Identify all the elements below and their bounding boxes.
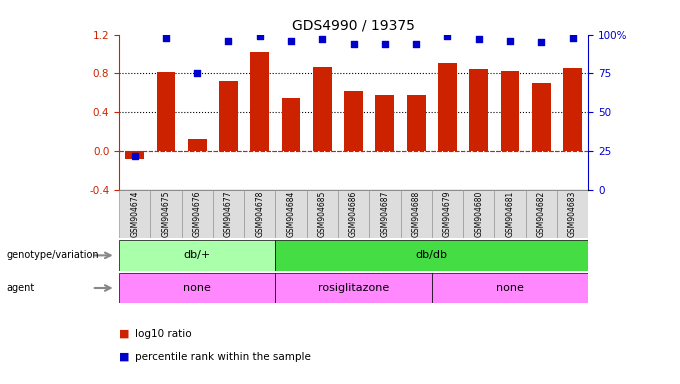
- Point: [379, 41, 390, 47]
- Bar: [407, 95, 426, 151]
- Text: ■: ■: [119, 352, 129, 362]
- Bar: [500, 71, 520, 151]
- Bar: [150, 190, 182, 238]
- Point: [505, 38, 515, 44]
- Point: [317, 36, 328, 42]
- Bar: [494, 190, 526, 238]
- Bar: [275, 273, 432, 303]
- Bar: [313, 67, 332, 151]
- Point: [160, 35, 171, 41]
- Point: [411, 41, 422, 47]
- Text: GSM904682: GSM904682: [537, 191, 546, 237]
- Text: GSM904674: GSM904674: [130, 191, 139, 237]
- Text: GSM904684: GSM904684: [286, 191, 296, 237]
- Bar: [275, 190, 307, 238]
- Bar: [463, 190, 494, 238]
- Point: [286, 38, 296, 44]
- Text: ■: ■: [119, 329, 129, 339]
- Text: GSM904683: GSM904683: [568, 191, 577, 237]
- Text: GSM904681: GSM904681: [505, 191, 515, 237]
- Point: [129, 153, 140, 159]
- Bar: [119, 240, 275, 271]
- Text: agent: agent: [7, 283, 35, 293]
- Bar: [125, 151, 144, 159]
- Text: GSM904685: GSM904685: [318, 191, 327, 237]
- Text: db/+: db/+: [184, 250, 211, 260]
- Text: GSM904686: GSM904686: [349, 191, 358, 237]
- Text: log10 ratio: log10 ratio: [135, 329, 191, 339]
- Point: [442, 33, 453, 39]
- Bar: [557, 190, 588, 238]
- Bar: [432, 273, 588, 303]
- Bar: [156, 73, 175, 151]
- Bar: [275, 240, 588, 271]
- Text: GSM904687: GSM904687: [380, 191, 390, 237]
- Text: none: none: [184, 283, 211, 293]
- Text: genotype/variation: genotype/variation: [7, 250, 99, 260]
- Bar: [250, 52, 269, 151]
- Bar: [563, 68, 582, 151]
- Bar: [307, 190, 338, 238]
- Bar: [401, 190, 432, 238]
- Point: [348, 41, 359, 47]
- Title: GDS4990 / 19375: GDS4990 / 19375: [292, 18, 415, 32]
- Bar: [375, 95, 394, 151]
- Bar: [244, 190, 275, 238]
- Text: GSM904680: GSM904680: [474, 191, 483, 237]
- Bar: [282, 98, 301, 151]
- Point: [254, 33, 265, 39]
- Point: [536, 39, 547, 45]
- Bar: [338, 190, 369, 238]
- Bar: [438, 63, 457, 151]
- Point: [192, 70, 203, 76]
- Text: GSM904678: GSM904678: [255, 191, 265, 237]
- Bar: [526, 190, 557, 238]
- Bar: [219, 81, 238, 151]
- Bar: [119, 273, 275, 303]
- Bar: [469, 69, 488, 151]
- Text: GSM904688: GSM904688: [411, 191, 421, 237]
- Text: db/db: db/db: [415, 250, 448, 260]
- Text: percentile rank within the sample: percentile rank within the sample: [135, 352, 311, 362]
- Text: rosiglitazone: rosiglitazone: [318, 283, 389, 293]
- Bar: [213, 190, 244, 238]
- Text: GSM904676: GSM904676: [192, 191, 202, 237]
- Bar: [432, 190, 463, 238]
- Text: GSM904677: GSM904677: [224, 191, 233, 237]
- Text: GSM904679: GSM904679: [443, 191, 452, 237]
- Point: [223, 38, 234, 44]
- Text: GSM904675: GSM904675: [161, 191, 171, 237]
- Bar: [182, 190, 213, 238]
- Bar: [532, 83, 551, 151]
- Bar: [369, 190, 401, 238]
- Point: [567, 35, 578, 41]
- Point: [473, 36, 484, 42]
- Bar: [119, 190, 150, 238]
- Text: none: none: [496, 283, 524, 293]
- Bar: [188, 139, 207, 151]
- Bar: [344, 91, 363, 151]
